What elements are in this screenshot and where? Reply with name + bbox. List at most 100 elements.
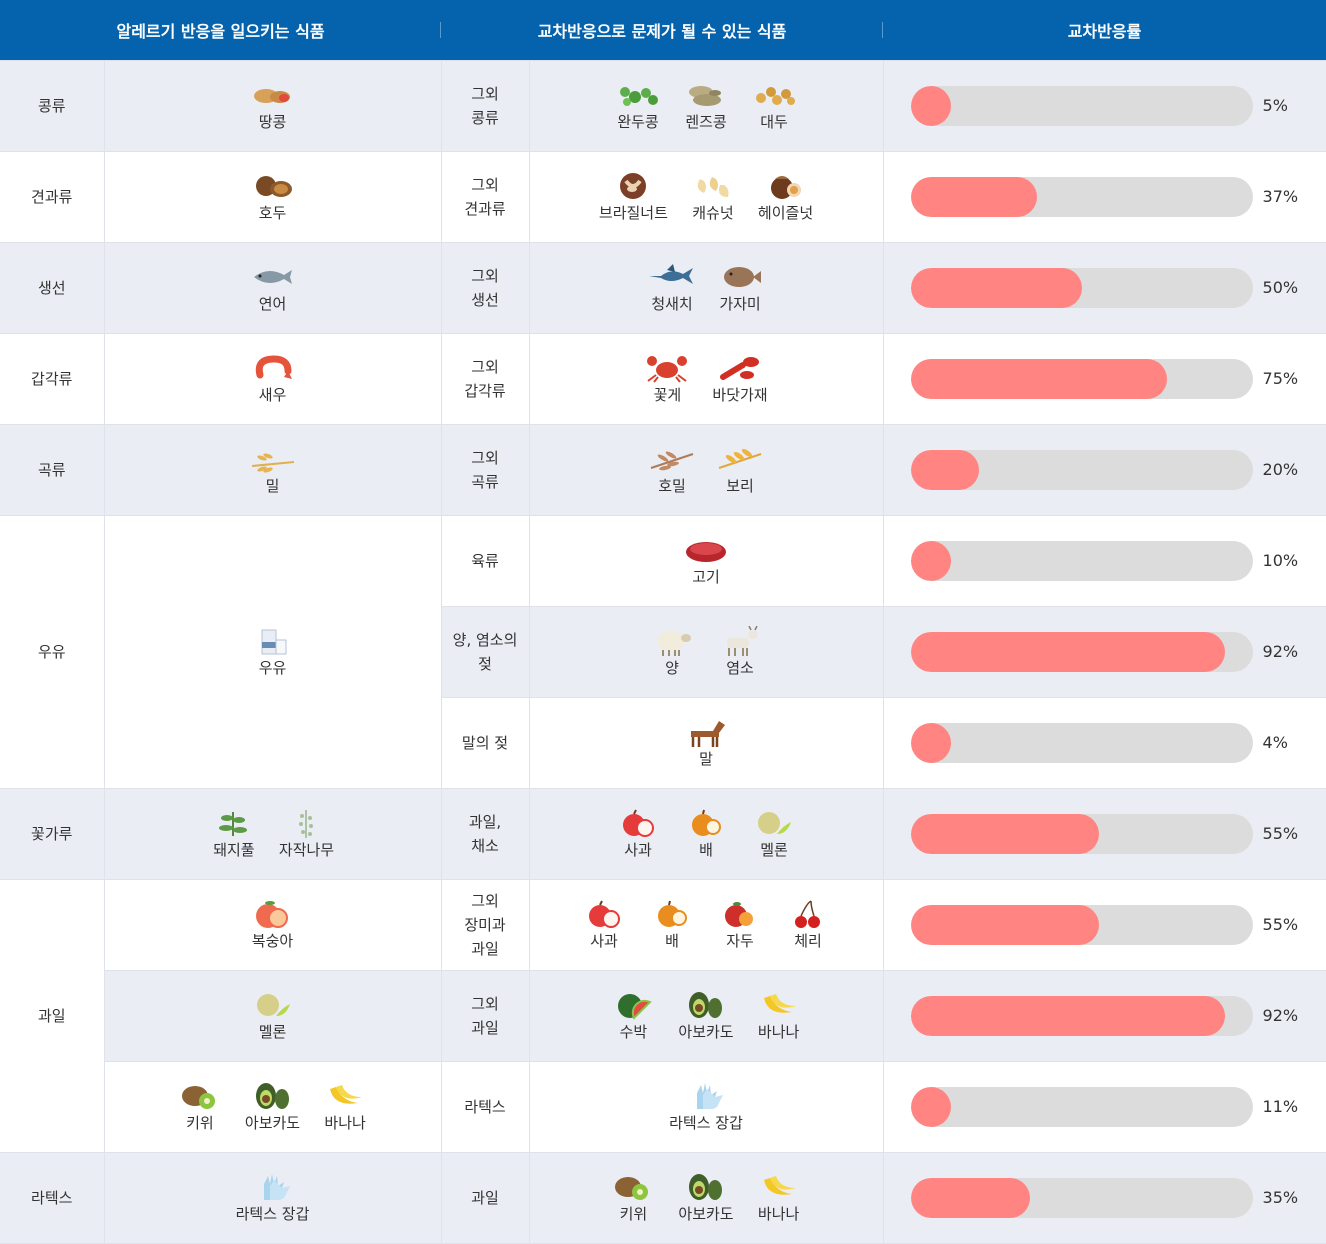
cross-label-cell: 육류 — [440, 514, 530, 607]
banana-icon — [756, 990, 802, 1020]
food-item: 우유 — [250, 626, 296, 678]
food-name: 아보카도 — [678, 1204, 734, 1223]
allergen-item-list: 멜론 — [105, 990, 441, 1042]
milk-icon — [250, 626, 296, 656]
rate-bar-fill — [910, 267, 1082, 308]
rate-bar-track — [910, 995, 1253, 1036]
rate-percent: 75% — [1262, 368, 1299, 388]
rate-percent: 35% — [1262, 1187, 1299, 1207]
rate-cell: 50% — [882, 241, 1326, 334]
header-allergen-foods: 알레르기 반응을 일으키는 식품 — [0, 0, 442, 60]
rate-bar-fill — [910, 449, 979, 490]
rate-cell: 55% — [882, 787, 1326, 880]
rate-bar-fill — [910, 722, 951, 763]
food-name: 우유 — [258, 658, 287, 677]
allergen-items-cell: 키위 아보카도 바나나 — [104, 1060, 442, 1153]
food-item: 라텍스 장갑 — [235, 1172, 310, 1224]
cross-label: 그외 과일 — [471, 994, 499, 1037]
food-name: 바나나 — [757, 1022, 800, 1041]
food-name: 땅콩 — [258, 112, 287, 131]
food-name: 수박 — [619, 1022, 648, 1041]
cross-items-cell: 브라질너트 캐슈넛 헤이즐넛 — [528, 150, 884, 243]
food-item: 보리 — [717, 444, 763, 496]
soybean-icon — [751, 80, 797, 110]
latex-glove-icon — [683, 1081, 729, 1111]
rate-cell: 37% — [882, 150, 1326, 243]
rate-cell: 55% — [882, 878, 1326, 971]
cross-item-list: 브라질너트 캐슈넛 헤이즐넛 — [530, 171, 883, 223]
rate-bar-fill — [910, 176, 1038, 217]
cross-label: 그외 콩류 — [471, 84, 499, 127]
food-item: 배 — [683, 808, 729, 860]
food-item: 땅콩 — [250, 80, 296, 132]
allergen-items-cell: 복숭아 — [103, 878, 442, 971]
cross-items-cell: 말 — [528, 696, 884, 789]
cross-label-cell: 그외 과일 — [440, 969, 530, 1062]
allergen-item-list: 복숭아 — [105, 899, 441, 951]
table-row: 멜론 그외 과일 수박 아보카도 바나나 92% — [0, 969, 1326, 1062]
food-name: 아보카도 — [244, 1113, 301, 1132]
allergen-item-list: 호두 — [105, 171, 441, 223]
cross-label: 그외 견과류 — [464, 175, 506, 218]
cross-items-cell: 사과 배 멜론 — [528, 787, 884, 880]
kiwi-icon — [610, 1172, 656, 1202]
food-name: 배 — [665, 931, 679, 950]
cross-label: 그외 생선 — [471, 266, 499, 309]
allergen-item-list: 키위 아보카도 바나나 — [105, 1081, 441, 1133]
food-item: 염소 — [717, 625, 763, 678]
rate-bar-track — [910, 722, 1253, 763]
food-name: 보리 — [726, 476, 754, 495]
rate-percent: 4% — [1262, 732, 1288, 752]
food-name: 양 — [665, 658, 679, 677]
food-name: 새우 — [258, 385, 287, 404]
rate-cell: 92% — [882, 605, 1326, 698]
food-name: 고기 — [692, 567, 720, 586]
food-item: 사과 — [581, 899, 627, 951]
food-item: 헤이즐넛 — [758, 171, 813, 223]
cross-label-cell: 그외 콩류 — [440, 59, 530, 152]
category-cell: 갑각류 — [0, 332, 105, 425]
category-cell: 우유 — [0, 514, 105, 789]
cross-label: 그외 곡류 — [471, 448, 499, 491]
rate-percent: 50% — [1262, 277, 1299, 297]
food-name: 라텍스 장갑 — [669, 1113, 743, 1132]
rate-percent: 10% — [1262, 550, 1299, 570]
pear-icon — [683, 808, 729, 838]
pea-icon — [615, 80, 661, 110]
category-label: 생선 — [37, 278, 66, 297]
cashew-icon — [690, 171, 736, 201]
food-name: 청새치 — [651, 294, 693, 313]
rate-bar-fill — [910, 1086, 951, 1127]
food-name: 복숭아 — [251, 931, 294, 950]
table-row: 생선 연어 그외 생선 청새치 가자미 50% — [0, 241, 1326, 334]
food-item: 연어 — [250, 262, 296, 314]
allergen-items-cell: 돼지풀 자작나무 — [103, 787, 442, 880]
cross-items-cell: 키위 아보카도 바나나 — [528, 1151, 884, 1244]
food-item: 바나나 — [756, 1172, 802, 1224]
food-name: 라텍스 장갑 — [235, 1204, 310, 1223]
category-cell: 라텍스 — [0, 1151, 105, 1244]
cross-label-cell: 그외 생선 — [440, 241, 530, 334]
rate-percent: 11% — [1262, 1096, 1299, 1116]
food-item: 수박 — [610, 990, 656, 1042]
rate-cell: 10% — [882, 514, 1326, 607]
peach-icon — [250, 899, 296, 929]
food-name: 염소 — [726, 658, 754, 677]
food-name: 연어 — [258, 294, 287, 313]
rate-bar-track — [910, 1086, 1253, 1127]
allergen-item-list: 연어 — [105, 262, 441, 314]
category-label: 콩류 — [37, 96, 66, 115]
cross-item-list: 청새치 가자미 — [530, 262, 883, 314]
apple-icon — [615, 808, 661, 838]
cross-label-cell: 라텍스 — [440, 1060, 530, 1153]
table-row: 라텍스 라텍스 장갑 과일 키위 아보카도 바나나 35% — [0, 1151, 1326, 1244]
food-item: 돼지풀 — [211, 808, 257, 860]
cross-label-cell: 말의 젖 — [441, 696, 530, 789]
rate-bar-fill — [910, 1177, 1031, 1218]
rate-bar-track — [910, 267, 1253, 308]
allergen-item-list: 땅콩 — [105, 80, 441, 132]
cross-label: 말의 젖 — [461, 733, 509, 752]
rate-percent: 37% — [1262, 186, 1299, 206]
table-row: 곡류 밀 그외 곡류 호밀 보리 20% — [0, 423, 1326, 516]
